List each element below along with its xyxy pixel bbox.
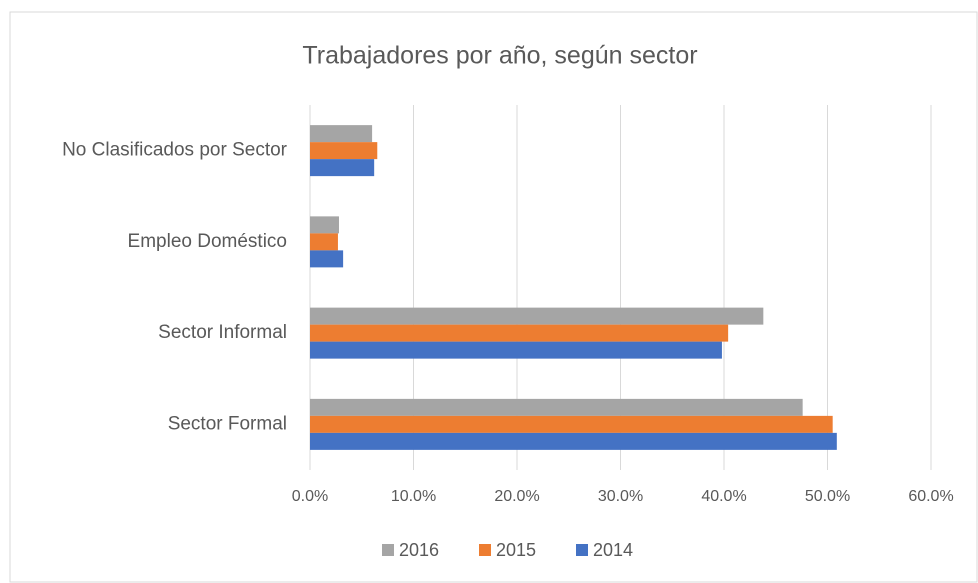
- bar: [310, 216, 339, 234]
- bar: [310, 341, 722, 359]
- bar: [310, 398, 803, 416]
- chart-title: Trabajadores por año, según sector: [302, 42, 697, 70]
- x-tick-label: 20.0%: [494, 488, 539, 505]
- bar: [310, 159, 375, 177]
- legend-swatch: [576, 544, 588, 556]
- x-tick-label: 60.0%: [908, 488, 953, 505]
- bar: [310, 415, 833, 433]
- legend-swatch: [479, 544, 491, 556]
- bar: [310, 250, 344, 268]
- y-tick-label: Sector Formal: [168, 413, 287, 434]
- legend-label: 2016: [399, 540, 439, 560]
- bar: [310, 233, 338, 251]
- x-tick-label: 30.0%: [598, 488, 643, 505]
- y-tick-label: No Clasificados por Sector: [62, 140, 288, 161]
- legend-swatch: [382, 544, 394, 556]
- y-tick-label: Empleo Doméstico: [128, 231, 287, 252]
- bar: [310, 324, 729, 342]
- legend-label: 2014: [593, 540, 633, 560]
- x-tick-label: 40.0%: [701, 488, 746, 505]
- legend-label: 2015: [496, 540, 536, 560]
- bar: [310, 125, 373, 143]
- bar: [310, 142, 378, 160]
- chart-border: [9, 11, 978, 583]
- x-tick-label: 0.0%: [292, 488, 328, 505]
- bar: [310, 432, 837, 450]
- x-tick-label: 10.0%: [391, 488, 436, 505]
- y-tick-label: Sector Informal: [158, 322, 287, 343]
- bar: [310, 307, 764, 325]
- x-tick-label: 50.0%: [805, 488, 850, 505]
